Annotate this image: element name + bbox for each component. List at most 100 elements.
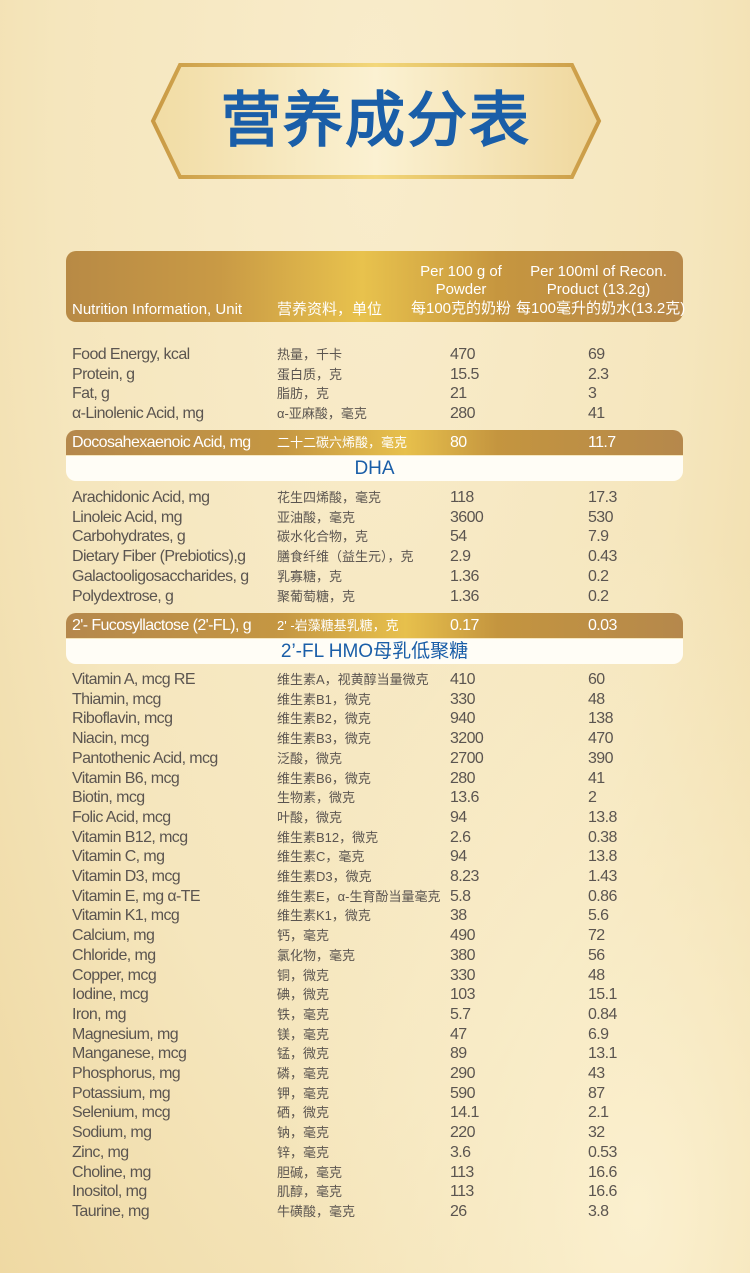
nutrient-row: Vitamin C, mg 维生素C，毫克 94 13.8 [0,847,750,867]
nutrient-row: Magnesium, mg 镁，毫克 47 6.9 [0,1025,750,1045]
nutrient-row: Iron, mg 铁，毫克 5.7 0.84 [0,1005,750,1025]
value-per-100ml: 2 [588,789,597,807]
nutrient-row: Pantothenic Acid, mcg 泛酸，微克 2700 390 [0,749,750,769]
nutrient-cn: 聚葡萄糖，克 [277,588,356,604]
value-per-100ml: 13.8 [588,808,617,826]
nutrient-en: Vitamin B6, mcg [72,769,180,787]
nutrient-row: Vitamin B12, mcg 维生素B12，微克 2.6 0.38 [0,828,750,848]
nutrient-row: Protein, g 蛋白质，克 15.5 2.3 [0,365,750,385]
nutrient-en: Carbohydrates, g [72,528,186,546]
nutrient-row: Vitamin A, mcg RE 维生素A，视黄醇当量微克 410 60 [0,670,750,690]
nutrient-row: Taurine, mg 牛磺酸，毫克 26 3.8 [0,1202,750,1222]
value-per-100ml: 72 [588,927,605,945]
value-per-100ml: 0.84 [588,1005,617,1023]
nutrient-en: Iron, mg [72,1005,126,1023]
nutrient-en: Choline, mg [72,1163,151,1181]
value-per-100g: 8.23 [450,868,479,885]
nutrient-cn: 维生素A，视黄醇当量微克 [277,672,429,687]
nutrient-row: Potassium, mg 钾，毫克 590 87 [0,1084,750,1104]
value-per-100ml: 0.2 [588,587,609,605]
nutrient-row: Dietary Fiber (Prebiotics),g 膳食纤维（益生元），克 2… [0,547,750,567]
nutrient-cn: 乳寡糖，克 [277,568,343,584]
nutrient-cn: 亚油酸，毫克 [277,509,356,525]
value-per-100ml: 0.86 [588,887,617,905]
table-header: Nutrition Information, Unit 营养资料，单位 Per … [66,251,685,322]
nutrient-en: Polydextrose, g [72,587,174,605]
nutrient-cn: 生物素，微克 [277,790,356,806]
nutrient-en: Arachidonic Acid, mg [72,489,210,506]
nutrient-en: Vitamin A, mcg RE [72,671,195,688]
nutrient-en: Protein, g [72,365,135,383]
value-per-100g: 21 [450,385,467,403]
nutrient-cn: 维生素B3，微克 [277,731,371,747]
nutrient-en: Pantothenic Acid, mcg [72,749,218,767]
nutrient-cn: 脂肪，克 [277,386,330,402]
value-per-100ml: 16.6 [588,1163,617,1181]
nutrient-en: Sodium, mg [72,1124,152,1142]
nutrient-cn: 碳水化合物，克 [277,529,369,545]
nutrient-cn: 2' -岩藻糖基乳糖，克 [277,618,399,633]
nutrient-en: Galactooligosaccharides, g [72,567,249,585]
value-per-100g: 2.9 [450,548,471,566]
nutrient-row: Carbohydrates, g 碳水化合物，克 54 7.9 [0,527,750,547]
nutrient-cn: 钾，毫克 [277,1085,330,1101]
value-per-100ml: 41 [588,405,605,423]
value-per-100ml: 6.9 [588,1025,609,1043]
value-per-100g: 590 [450,1084,476,1102]
nutrient-en: Potassium, mg [72,1084,171,1102]
nutrient-row: Vitamin B6, mcg 维生素B6，微克 280 41 [0,769,750,789]
value-per-100g: 47 [450,1025,467,1043]
nutrient-row: Linoleic Acid, mg 亚油酸，毫克 3600 530 [0,508,750,528]
nutrient-en: Vitamin C, mg [72,848,165,866]
nutrient-cn: 铁，毫克 [277,1006,330,1022]
value-per-100g: 1.36 [450,587,479,605]
nutrient-en: 2'- Fucosyllactose (2'-FL), g [72,617,252,634]
header-col-recon-1: Per 100ml of Recon. [530,263,667,280]
header-col-powder-3: 每100克的奶粉 [410,300,512,317]
banner-frame [150,63,602,179]
dha-label: DHA [66,456,683,481]
value-per-100g: 38 [450,907,467,925]
value-per-100g: 89 [450,1045,467,1063]
value-per-100ml: 48 [588,690,605,708]
value-per-100g: 118 [450,489,474,506]
nutrient-row: Chloride, mg 氯化物，毫克 380 56 [0,946,750,966]
value-per-100g: 5.7 [450,1005,471,1023]
nutrient-cn: 维生素E，α-生育酚当量毫克 [277,888,441,904]
nutrient-cn: 胆碱，毫克 [277,1164,343,1180]
header-col-cn: 营养资料，单位 [277,301,383,318]
value-per-100ml: 69 [588,346,605,363]
nutrient-cn: 维生素B1，微克 [277,691,371,707]
nutrient-cn: 肌醇，毫克 [277,1184,343,1200]
value-per-100g: 103 [450,986,476,1004]
value-per-100ml: 2.1 [588,1104,609,1122]
nutrient-en: Taurine, mg [72,1202,150,1220]
value-per-100ml: 470 [588,730,614,748]
value-per-100g: 490 [450,927,476,945]
nutrient-cn: 泛酸，微克 [277,750,343,766]
value-per-100g: 54 [450,528,467,546]
nutrient-en: Vitamin E, mg α-TE [72,887,201,905]
value-per-100ml: 16.6 [588,1183,617,1201]
value-per-100ml: 43 [588,1065,605,1082]
nutrient-row: Thiamin, mcg 维生素B1，微克 330 48 [0,690,750,710]
nutrient-cn: 磷，毫克 [277,1066,330,1081]
nutrient-cn: 维生素C，毫克 [277,849,365,865]
nutrient-en: Chloride, mg [72,946,156,964]
nutrient-en: Biotin, mcg [72,789,145,807]
value-per-100ml: 2.3 [588,365,609,383]
nutrient-row: α-Linolenic Acid, mg α-亚麻酸，毫克 280 41 [0,404,750,424]
nutrient-cn: α-亚麻酸，毫克 [277,406,367,422]
value-per-100ml: 1.43 [588,868,617,885]
nutrient-en: Riboflavin, mcg [72,710,173,728]
value-per-100ml: 5.6 [588,907,609,925]
nutrient-row: Galactooligosaccharides, g 乳寡糖，克 1.36 0.2 [0,567,750,587]
nutrient-row: Manganese, mcg 锰，微克 89 13.1 [0,1044,750,1064]
value-per-100g: 5.8 [450,887,471,905]
value-per-100g: 220 [450,1124,476,1142]
nutrient-cn: 钠，毫克 [277,1125,330,1141]
value-per-100ml: 0.53 [588,1143,617,1161]
nutrient-row: Vitamin E, mg α-TE 维生素E，α-生育酚当量毫克 5.8 0.86 [0,887,750,907]
nutrient-row: Folic Acid, mcg 叶酸，微克 94 13.8 [0,808,750,828]
nutrient-row: Inositol, mg 肌醇，毫克 113 16.6 [0,1182,750,1202]
